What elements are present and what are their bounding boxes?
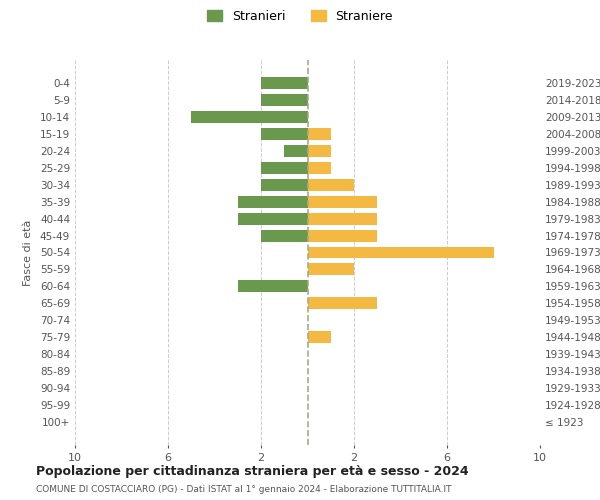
Bar [308,196,377,207]
Bar [261,78,308,90]
Bar [308,145,331,157]
Bar [261,128,308,140]
Bar [284,145,308,157]
Bar [308,230,377,241]
Bar [238,280,308,292]
Bar [238,196,308,207]
Bar [261,94,308,106]
Text: Popolazione per cittadinanza straniera per età e sesso - 2024: Popolazione per cittadinanza straniera p… [36,465,469,478]
Bar [308,179,354,191]
Bar [191,112,308,123]
Bar [308,128,331,140]
Bar [308,162,331,174]
Y-axis label: Fasce di età: Fasce di età [23,220,33,286]
Bar [261,162,308,174]
Bar [261,179,308,191]
Bar [238,213,308,224]
Legend: Stranieri, Straniere: Stranieri, Straniere [203,6,397,26]
Bar [308,298,377,309]
Bar [308,264,354,276]
Text: COMUNE DI COSTACCIARO (PG) - Dati ISTAT al 1° gennaio 2024 - Elaborazione TUTTIT: COMUNE DI COSTACCIARO (PG) - Dati ISTAT … [36,485,452,494]
Bar [308,246,493,258]
Bar [261,230,308,241]
Bar [308,331,331,343]
Bar [308,213,377,224]
